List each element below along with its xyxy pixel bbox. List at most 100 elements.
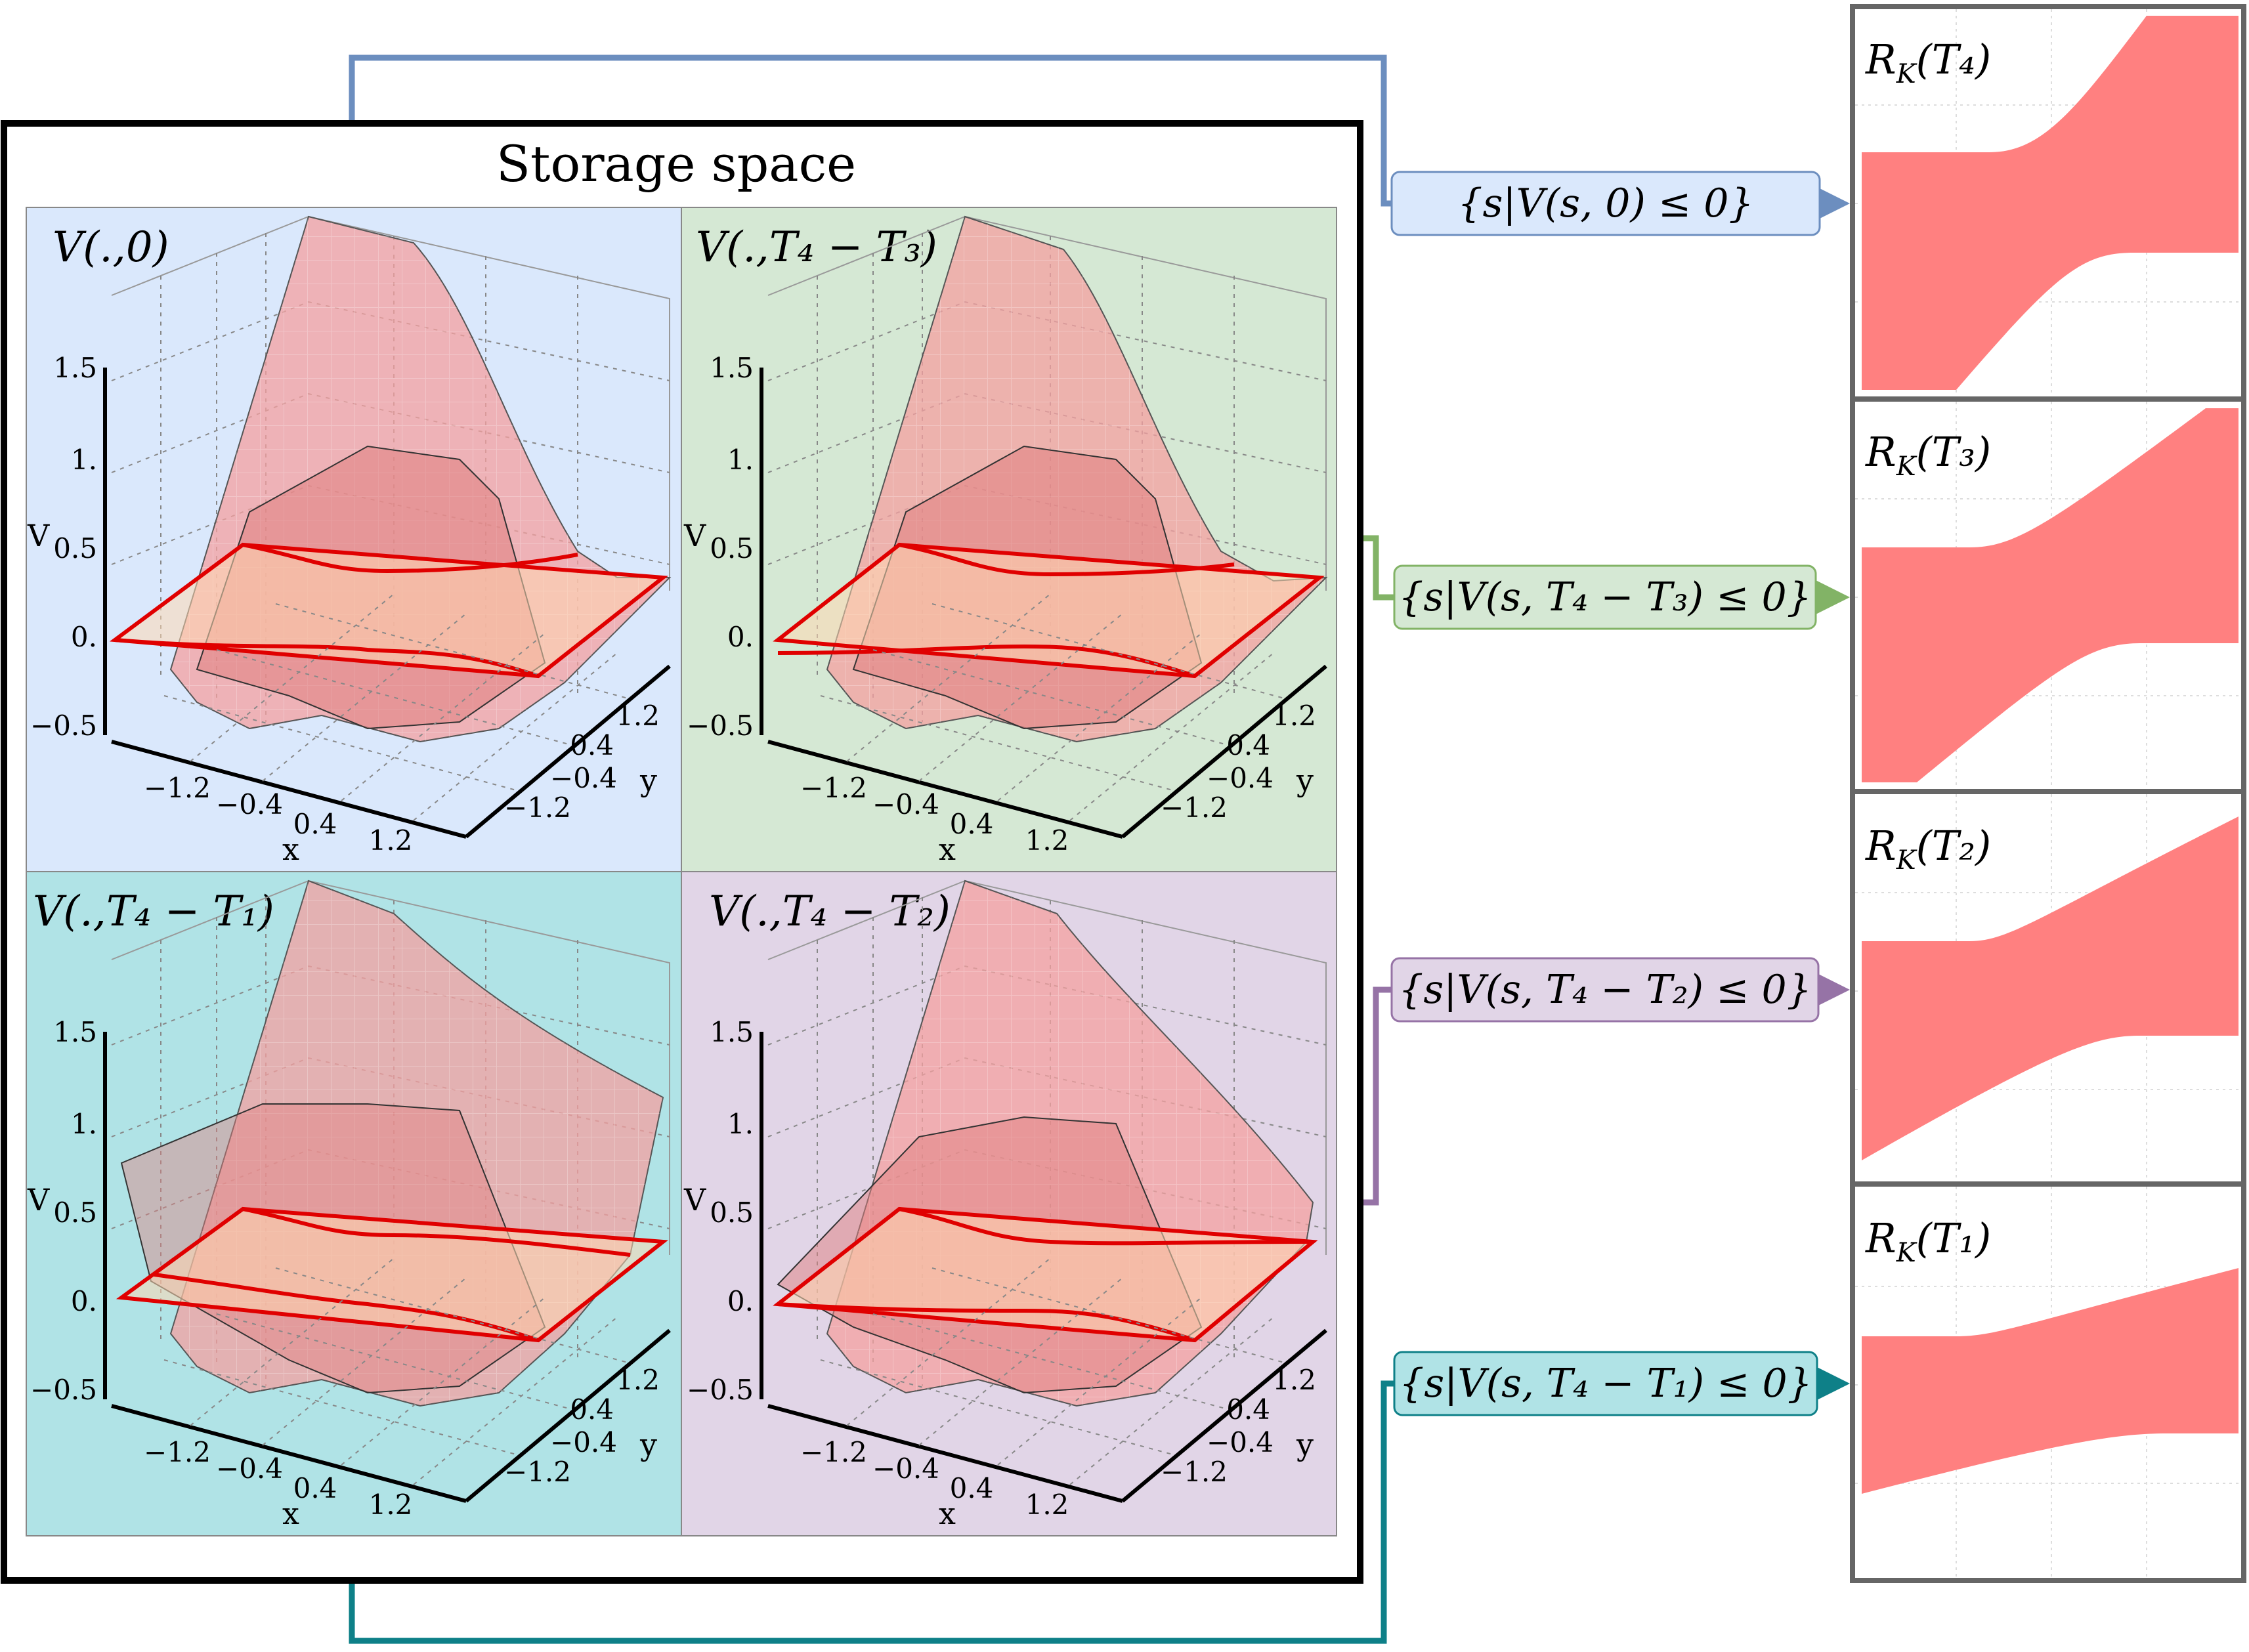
x-tick: 0.4 (293, 808, 337, 840)
y-axis-label: y (1296, 1427, 1314, 1462)
x-tick: −0.4 (216, 788, 283, 820)
z-tick: 0.5 (53, 1197, 97, 1229)
x-tick: 1.2 (369, 1489, 413, 1521)
z-tick: 1.5 (710, 352, 754, 384)
slice-curve (777, 1302, 1195, 1342)
z-tick: −0.5 (687, 710, 754, 742)
plot-p2: V(.,T₄ − T₂) 1.5 1. 0.5 0. −0.5 V −1.2 −… (683, 879, 1327, 1531)
z-axis-label: V (27, 518, 50, 553)
y-axis-label: y (1296, 763, 1314, 798)
y-tick: 0.4 (570, 729, 614, 761)
reach-label-r1: RK(T₁) (1865, 1214, 1991, 1268)
x-axis-label: x (282, 832, 299, 867)
y-tick: 0.4 (1226, 1393, 1270, 1426)
y-axis-label: y (639, 763, 657, 798)
set-label-s1: {s|V(s, T₄ − T₁) ≤ 0} (1399, 1361, 1812, 1407)
y-tick: −1.2 (504, 792, 571, 824)
x-axis (111, 1404, 467, 1503)
x-tick: 1.2 (369, 824, 413, 857)
z-tick: 1. (71, 1108, 97, 1140)
z-tick: −0.5 (687, 1374, 754, 1406)
y-tick: −0.4 (1207, 1426, 1274, 1458)
slice-curve (899, 543, 1235, 577)
z-tick: −0.5 (30, 1374, 97, 1406)
z-axis-label: V (683, 1182, 706, 1218)
set-label-s3: {s|V(s, T₄ − T₃) ≤ 0} (1398, 574, 1812, 620)
reach-panel-r2: RK(T₂) (1850, 789, 2246, 1187)
x-tick: 1.2 (1025, 824, 1069, 857)
x-tick: 0.4 (950, 1472, 994, 1504)
y-tick: 1.2 (1272, 700, 1316, 732)
y-tick: 1.2 (616, 1364, 660, 1396)
set-box-s3 (1393, 564, 1817, 630)
x-axis (111, 740, 467, 839)
z-tick: 0.5 (710, 1197, 754, 1229)
set-box-s2 (1390, 957, 1820, 1023)
x-tick: −1.2 (144, 1436, 211, 1468)
panel-title-p0: V(.,0) (53, 223, 169, 272)
y-tick: −1.2 (1161, 1456, 1228, 1488)
z-tick: 0. (71, 1285, 97, 1317)
back-wall (111, 879, 670, 1255)
panel-title-p3: V(.,T₄ − T₃) (696, 223, 937, 272)
y-tick: −1.2 (504, 1456, 571, 1488)
x-tick: −1.2 (800, 1436, 867, 1468)
floor-grid (820, 593, 1287, 821)
z-tick: 1. (71, 444, 97, 476)
x-tick: 0.4 (293, 1472, 337, 1504)
x-axis-label: x (939, 1496, 956, 1531)
back-wall (111, 215, 670, 591)
x-tick: −0.4 (216, 1452, 283, 1485)
z-tick: 0.5 (53, 532, 97, 564)
x-axis (767, 1404, 1123, 1503)
reach-region (1862, 816, 2238, 1160)
y-axis (465, 1328, 671, 1503)
set-box-s0 (1390, 171, 1821, 236)
x-tick: −0.4 (872, 788, 939, 820)
plot-p3: V(.,T₄ − T₃) 1.5 1. 0.5 0. −0.5 V −1.2 −… (683, 215, 1328, 867)
y-tick: 1.2 (616, 700, 660, 732)
reach-label-r4: RK(T₄) (1865, 35, 1991, 89)
zero-plane (773, 542, 1325, 679)
y-tick: −0.4 (550, 762, 617, 794)
zero-plane (109, 542, 668, 679)
reach-grid (1855, 402, 2241, 789)
y-axis (465, 664, 671, 839)
y-tick: 1.2 (1272, 1364, 1316, 1396)
set-labels: {s|V(s, 0) ≤ 0} {s|V(s, T₄ − T₃) ≤ 0} {s… (1390, 171, 1821, 1416)
y-axis (1121, 664, 1327, 839)
z-tick: 1.5 (710, 1016, 754, 1048)
reach-region (1862, 1268, 2238, 1494)
floor-grid (163, 593, 631, 821)
slice-curve (777, 644, 1195, 678)
z-tick: 0. (727, 1285, 754, 1317)
x-tick: −1.2 (144, 772, 211, 804)
slice-curve (242, 1207, 631, 1257)
z-tick: 1. (727, 444, 754, 476)
plot-p0: V(.,0) 1.5 1. 0.5 0. −0.5 V −1.2 −0.4 0.… (27, 215, 672, 867)
panel-title-p2: V(.,T₄ − T₂) (709, 887, 951, 936)
reach-panel-r4: RK(T₄) (1850, 4, 2246, 402)
y-tick: 0.4 (1226, 729, 1270, 761)
floor-grid (820, 1258, 1287, 1485)
y-axis (1121, 1328, 1327, 1503)
reach-panel-r3: RK(T₃) (1850, 396, 2246, 794)
x-axis-label: x (282, 1496, 299, 1531)
z-tick: 0. (71, 621, 97, 653)
reach-region (1862, 16, 2238, 390)
slice-curve (154, 1273, 539, 1342)
reach-label-r3: RK(T₃) (1865, 428, 1991, 482)
set-box-s1 (1393, 1351, 1818, 1416)
z-tick: 0.5 (710, 532, 754, 564)
x-tick: −0.4 (872, 1452, 939, 1485)
y-tick: −0.4 (1207, 762, 1274, 794)
z-tick: 1. (727, 1108, 754, 1140)
z-tick: 1.5 (53, 1016, 97, 1048)
x-tick: 1.2 (1025, 1489, 1069, 1521)
x-axis-label: x (939, 832, 956, 867)
plot-p1: V(.,T₄ − T₁) 1.5 1. 0.5 0. −0.5 V −1.2 −… (27, 879, 671, 1531)
z-tick: 1.5 (53, 352, 97, 384)
x-tick: −1.2 (800, 772, 867, 804)
y-tick: −1.2 (1161, 792, 1228, 824)
